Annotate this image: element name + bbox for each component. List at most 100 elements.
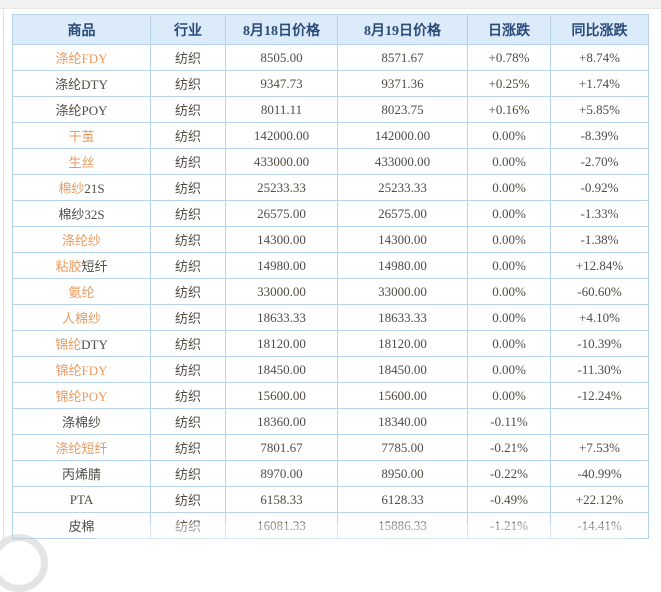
price-aug19-cell: 7785.00 — [337, 434, 468, 461]
price-aug18-cell: 14300.00 — [225, 226, 338, 253]
commodity-text: PTA — [69, 491, 94, 507]
daily-change-cell: 0.00% — [467, 330, 551, 357]
daily-change-cell: 0.00% — [467, 122, 551, 149]
price-aug19-cell: 8571.67 — [337, 44, 468, 71]
price-aug18-cell: 7801.67 — [225, 434, 338, 461]
commodity-text: 丙烯腈 — [61, 467, 101, 482]
daily-change-cell: 0.00% — [467, 304, 551, 331]
commodity-cell: 涤纶短纤 — [12, 434, 151, 461]
price-aug19-cell: 15600.00 — [337, 382, 468, 409]
commodity-cell: 涤纶DTY — [12, 70, 151, 97]
table-row: 涤纶纱 纺织 14300.00 14300.00 0.00% -1.38% — [12, 226, 649, 253]
header-daily-change: 日涨跌 — [467, 14, 551, 45]
commodity-link[interactable]: 涤纶纱 — [61, 233, 101, 248]
commodity-link[interactable]: 锦纶POY — [55, 389, 108, 404]
daily-change-cell: +0.16% — [467, 96, 551, 123]
yoy-change-cell: +22.12% — [550, 486, 649, 513]
industry-cell: 纺织 — [150, 174, 226, 201]
industry-cell: 纺织 — [150, 200, 226, 227]
header-commodity: 商品 — [12, 14, 151, 45]
daily-change-cell: 0.00% — [467, 226, 551, 253]
price-aug18-cell: 8011.11 — [225, 96, 338, 123]
commodity-text: 涤纶DTY — [55, 77, 108, 92]
price-aug18-cell: 6158.33 — [225, 486, 338, 513]
commodity-cell: 锦纶POY — [12, 382, 151, 409]
yoy-change-cell: +7.53% — [550, 434, 649, 461]
price-aug19-cell: 14980.00 — [337, 252, 468, 279]
yoy-change-cell: +5.85% — [550, 96, 649, 123]
price-aug18-cell: 142000.00 — [225, 122, 338, 149]
commodity-cell: 涤棉纱 — [12, 408, 151, 435]
commodity-link[interactable]: 生丝 — [68, 155, 95, 170]
price-aug19-cell: 8023.75 — [337, 96, 468, 123]
industry-cell: 纺织 — [150, 148, 226, 175]
commodity-link[interactable]: 棉纱 — [58, 181, 85, 196]
commodity-link[interactable]: 涤纶FDY — [55, 51, 108, 66]
industry-cell: 纺织 — [150, 304, 226, 331]
commodity-text: 短纤 — [81, 259, 108, 274]
yoy-change-cell: -60.60% — [550, 278, 649, 305]
yoy-change-cell: -12.24% — [550, 382, 649, 409]
commodity-cell: 氨纶 — [12, 278, 151, 305]
price-aug18-cell: 33000.00 — [225, 278, 338, 305]
commodity-cell: 棉纱32S — [12, 200, 151, 227]
page-top-strip — [0, 0, 661, 9]
price-aug19-cell: 18340.00 — [337, 408, 468, 435]
commodity-text: 涤棉纱 — [61, 415, 101, 430]
commodity-cell: 锦纶FDY — [12, 356, 151, 383]
commodity-cell: 涤纶FDY — [12, 44, 151, 71]
industry-cell: 纺织 — [150, 382, 226, 409]
price-aug18-cell: 15600.00 — [225, 382, 338, 409]
table-row: 涤纶DTY 纺织 9347.73 9371.36 +0.25% +1.74% — [12, 70, 649, 97]
table-row: 涤棉纱 纺织 18360.00 18340.00 -0.11% — [12, 408, 649, 435]
industry-cell: 纺织 — [150, 96, 226, 123]
commodity-cell: 丙烯腈 — [12, 460, 151, 487]
industry-cell: 纺织 — [150, 122, 226, 149]
commodity-text: DTY — [81, 337, 108, 352]
commodity-link[interactable]: 粘胶 — [55, 259, 82, 274]
industry-cell: 纺织 — [150, 330, 226, 357]
industry-cell: 纺织 — [150, 356, 226, 383]
price-aug19-cell: 18120.00 — [337, 330, 468, 357]
watermark-logo — [0, 534, 48, 592]
price-aug19-cell: 25233.33 — [337, 174, 468, 201]
commodity-text: 皮棉 — [68, 519, 95, 534]
price-aug19-cell: 14300.00 — [337, 226, 468, 253]
yoy-change-cell: -11.30% — [550, 356, 649, 383]
table-row: PTA 纺织 6158.33 6128.33 -0.49% +22.12% — [12, 486, 649, 513]
header-yoy-change: 同比涨跌 — [550, 14, 649, 45]
yoy-change-cell: -0.92% — [550, 174, 649, 201]
header-price-aug19: 8月19日价格 — [337, 14, 468, 45]
table-row: 粘胶短纤 纺织 14980.00 14980.00 0.00% +12.84% — [12, 252, 649, 279]
table-row: 涤纶POY 纺织 8011.11 8023.75 +0.16% +5.85% — [12, 96, 649, 123]
table-row: 锦纶DTY 纺织 18120.00 18120.00 0.00% -10.39% — [12, 330, 649, 357]
commodity-link[interactable]: 干茧 — [68, 129, 95, 144]
industry-cell: 纺织 — [150, 278, 226, 305]
price-aug18-cell: 9347.73 — [225, 70, 338, 97]
industry-cell: 纺织 — [150, 486, 226, 513]
price-aug18-cell: 18120.00 — [225, 330, 338, 357]
commodity-cell: 皮棉 — [12, 512, 151, 539]
daily-change-cell: 0.00% — [467, 356, 551, 383]
header-industry: 行业 — [150, 14, 226, 45]
header-row: 商品 行业 8月18日价格 8月19日价格 日涨跌 同比涨跌 — [12, 14, 649, 45]
commodity-text: 21S — [84, 181, 105, 196]
industry-cell: 纺织 — [150, 252, 226, 279]
commodity-link[interactable]: 人棉纱 — [61, 311, 101, 326]
price-aug19-cell: 15886.33 — [337, 512, 468, 539]
commodity-link[interactable]: 锦纶FDY — [55, 363, 108, 378]
commodity-link[interactable]: 锦纶 — [55, 337, 82, 352]
commodity-link[interactable]: 氨纶 — [68, 285, 95, 300]
daily-change-cell: 0.00% — [467, 382, 551, 409]
yoy-change-cell: +1.74% — [550, 70, 649, 97]
price-aug19-cell: 33000.00 — [337, 278, 468, 305]
commodity-link[interactable]: 涤纶短纤 — [55, 441, 108, 456]
daily-change-cell: -0.22% — [467, 460, 551, 487]
daily-change-cell: 0.00% — [467, 200, 551, 227]
table-row: 人棉纱 纺织 18633.33 18633.33 0.00% +4.10% — [12, 304, 649, 331]
yoy-change-cell: -14.41% — [550, 512, 649, 539]
table-row: 棉纱21S 纺织 25233.33 25233.33 0.00% -0.92% — [12, 174, 649, 201]
industry-cell: 纺织 — [150, 408, 226, 435]
price-aug19-cell: 6128.33 — [337, 486, 468, 513]
commodity-cell: 粘胶短纤 — [12, 252, 151, 279]
